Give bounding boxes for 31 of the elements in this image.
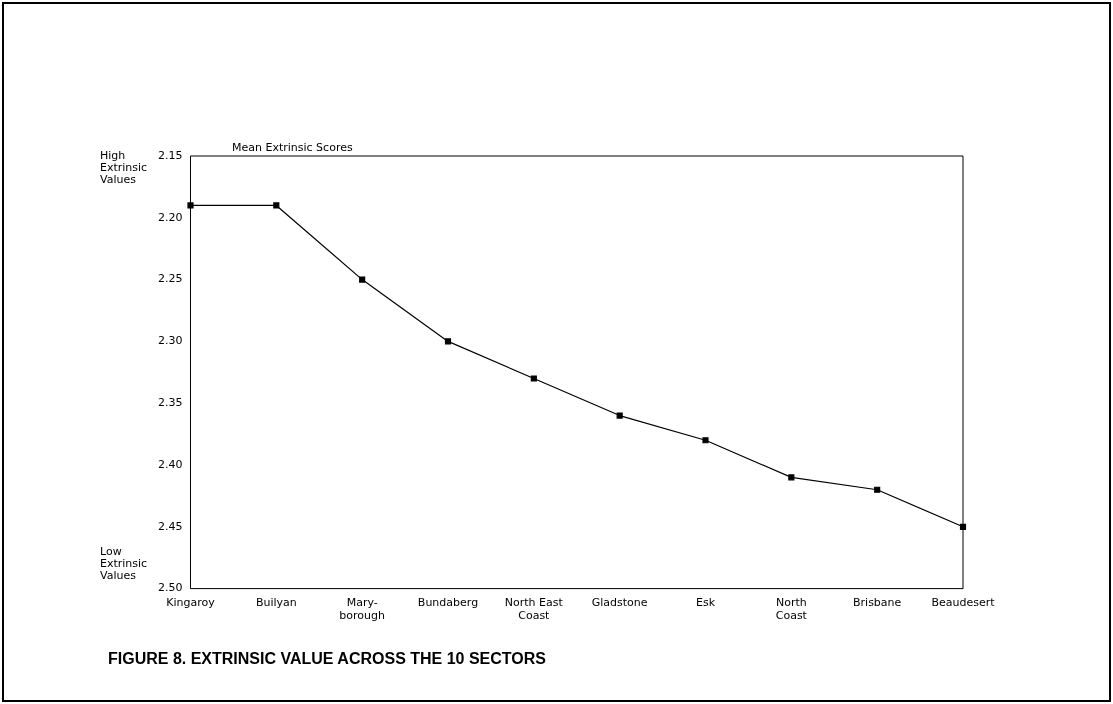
text: High Extrinsic Values [100, 149, 148, 186]
x-tick-label: Kingaroy [166, 596, 216, 610]
y-tick-label: 2.40 [157, 457, 183, 471]
x-tick-label: Brisbane [853, 596, 902, 610]
x-tick-label: Esk [695, 596, 716, 610]
y-tick-label: 2.35 [157, 396, 183, 410]
y-tick-label: 2.25 [157, 272, 183, 286]
point [359, 276, 366, 283]
point [702, 437, 709, 444]
x-tick-label: Bundaberg [417, 596, 479, 610]
x-tick-label: Builyan [255, 596, 297, 610]
x-tick-label: North Coast [775, 596, 808, 623]
x-tick-label: Beaudesert [931, 596, 996, 610]
x-tick-label: Mary- borough [339, 596, 386, 623]
y-tick-label: 2.50 [157, 581, 183, 595]
x-tick-label: Gladstone [591, 596, 648, 610]
text: Low Extrinsic Values [100, 545, 148, 582]
point [874, 486, 881, 493]
y-tick-label: 2.20 [157, 210, 183, 224]
point [187, 202, 194, 209]
y-tick-label: 2.15 [157, 148, 183, 162]
y-tick-label: 2.45 [157, 519, 183, 533]
point [273, 202, 280, 209]
point [444, 338, 452, 345]
x-tick-label: North East Coast [504, 596, 564, 623]
point [530, 375, 537, 382]
chart-title: Mean Extrinsic Scores [232, 141, 353, 154]
point [788, 474, 795, 481]
caption: FIGURE 8. EXTRINSIC VALUE ACROSS THE 10 SECTORS [108, 650, 546, 668]
y-tick-label: 2.30 [157, 334, 183, 348]
point [616, 412, 623, 419]
